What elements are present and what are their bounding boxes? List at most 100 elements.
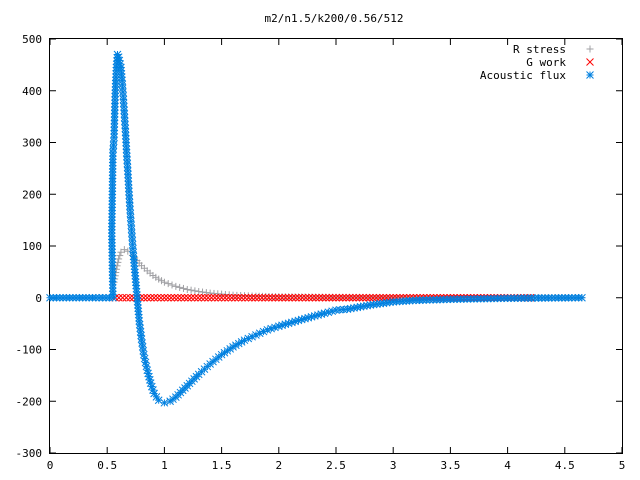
y-tick-label: -300 xyxy=(16,447,43,460)
data-point xyxy=(295,293,303,302)
data-point xyxy=(325,293,334,302)
data-point xyxy=(255,329,264,338)
y-tick-label: 500 xyxy=(22,33,42,46)
data-point xyxy=(221,293,229,302)
data-point xyxy=(231,293,239,302)
data-point xyxy=(197,293,206,302)
data-point xyxy=(227,293,236,302)
data-point xyxy=(139,293,148,302)
data-point xyxy=(180,293,189,302)
data-point xyxy=(146,293,155,302)
data-point xyxy=(217,293,226,302)
legend-marker xyxy=(586,45,594,53)
data-point xyxy=(214,293,223,302)
series-r-stress xyxy=(110,246,586,302)
data-point xyxy=(174,293,182,302)
data-point xyxy=(348,293,357,302)
data-point xyxy=(258,293,266,302)
data-point xyxy=(211,293,219,302)
y-tick-label: -200 xyxy=(16,395,43,408)
data-point xyxy=(118,293,127,302)
y-tick-label: 300 xyxy=(22,137,42,150)
data-point xyxy=(160,398,169,407)
data-point xyxy=(338,293,347,302)
x-tick-label: 0 xyxy=(47,459,54,472)
data-point xyxy=(157,293,165,302)
data-point xyxy=(168,281,176,289)
data-point xyxy=(112,265,120,273)
data-point xyxy=(372,293,381,302)
data-point xyxy=(150,293,158,302)
legend-marker xyxy=(586,58,594,66)
x-tick-label: 4 xyxy=(504,459,511,472)
data-point xyxy=(335,293,344,302)
data-point xyxy=(237,293,246,302)
x-tick-label: 1.5 xyxy=(212,459,232,472)
data-point xyxy=(241,293,250,302)
data-point xyxy=(363,301,371,310)
data-point xyxy=(328,293,337,302)
data-point xyxy=(271,293,280,302)
data-point xyxy=(122,148,131,157)
data-point xyxy=(164,280,172,288)
y-tick-label: 400 xyxy=(22,85,42,98)
data-point xyxy=(120,117,129,126)
data-point xyxy=(204,293,212,302)
data-point xyxy=(123,163,132,172)
data-point xyxy=(248,293,256,302)
data-point xyxy=(288,293,297,302)
data-point xyxy=(278,293,287,302)
data-point xyxy=(578,293,586,302)
data-point xyxy=(202,289,210,297)
data-point xyxy=(153,293,162,302)
data-point xyxy=(301,293,310,302)
data-point xyxy=(143,293,152,302)
data-point xyxy=(176,283,184,291)
y-tick-label: 0 xyxy=(35,292,42,305)
data-point xyxy=(172,282,180,290)
data-point xyxy=(322,293,330,302)
data-point xyxy=(190,293,199,302)
data-point xyxy=(179,284,187,292)
chart-title: m2/n1.5/k200/0.56/512 xyxy=(264,12,403,25)
y-tick-label: 100 xyxy=(22,240,42,253)
data-point xyxy=(199,288,207,296)
x-tick-label: 4.5 xyxy=(555,459,575,472)
data-point xyxy=(163,293,172,302)
data-point xyxy=(187,286,195,294)
data-point xyxy=(234,293,243,302)
data-point xyxy=(123,152,131,161)
data-point xyxy=(254,293,263,302)
data-point xyxy=(352,293,361,302)
data-point xyxy=(207,293,216,302)
legend-label: Acoustic flux xyxy=(480,69,566,82)
legend-marker xyxy=(586,71,594,79)
data-point xyxy=(177,293,186,302)
x-tick-label: 2.5 xyxy=(326,459,346,472)
data-point xyxy=(362,293,371,302)
data-point xyxy=(355,293,364,302)
data-point xyxy=(122,293,131,302)
data-point xyxy=(264,293,273,302)
data-point xyxy=(167,293,175,302)
data-point xyxy=(281,293,290,302)
data-point xyxy=(342,293,350,302)
data-point xyxy=(308,293,317,302)
data-point xyxy=(311,293,320,302)
data-point xyxy=(298,293,307,302)
x-tick-label: 3 xyxy=(390,459,397,472)
data-point xyxy=(315,293,324,302)
data-point xyxy=(369,293,377,302)
data-point xyxy=(194,293,202,302)
data-point xyxy=(187,293,196,302)
x-tick-label: 5 xyxy=(619,459,626,472)
data-point xyxy=(120,246,128,254)
data-point xyxy=(261,293,270,302)
data-point xyxy=(200,293,209,302)
data-point xyxy=(268,293,276,302)
data-point xyxy=(195,288,203,296)
data-point xyxy=(244,334,253,343)
legend-label: G work xyxy=(526,56,566,69)
x-tick-label: 3.5 xyxy=(440,459,460,472)
